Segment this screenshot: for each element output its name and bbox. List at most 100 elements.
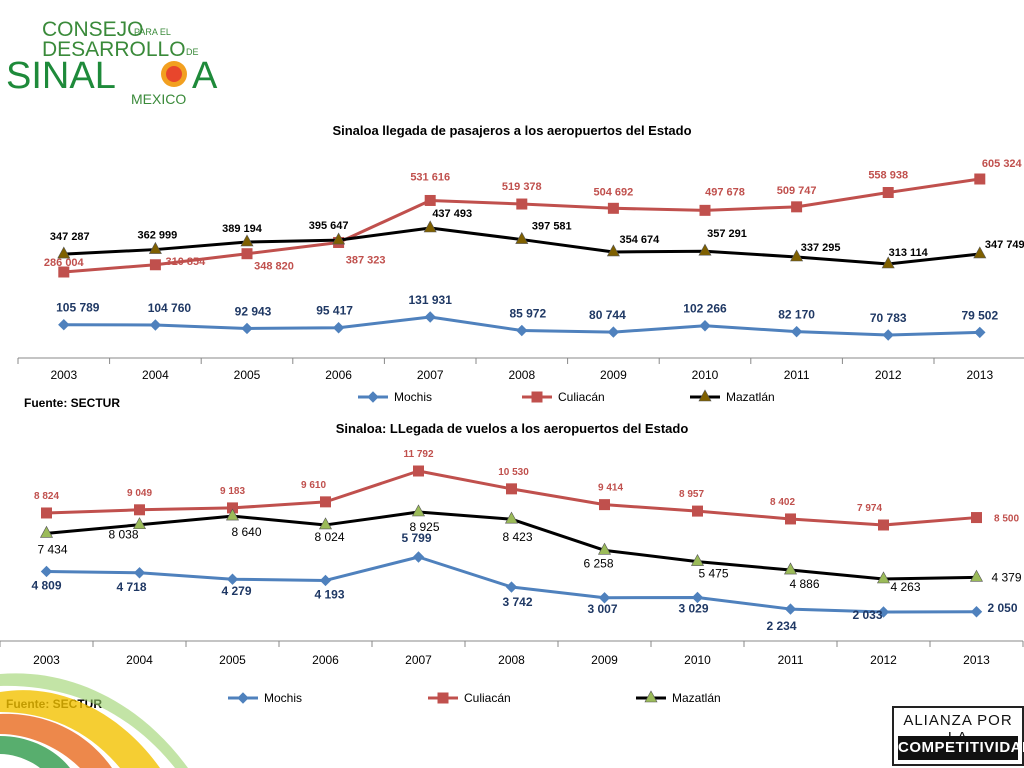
legend-mazatlan-label: Mazatlán [672,691,721,705]
mazatlan-point [318,517,333,530]
mazatlan-data-label: 389 194 [222,223,263,235]
culiacan-data-label: 348 820 [254,261,294,273]
mochis-data-label: 92 943 [235,304,272,318]
mazatlan-point [698,243,712,256]
logo-line3: SINAL [6,55,116,97]
logo-line4: MEXICO [131,91,186,106]
mochis-data-label: 3 007 [587,602,617,616]
culiacan-point [791,201,803,213]
culiacan-data-label: 531 616 [410,171,450,183]
legend-mochis-marker [367,391,379,403]
culiacan-data-label: 9 049 [127,488,152,499]
mazatlan-point [783,562,798,575]
x-tick-label: 2007 [417,368,444,382]
mazatlan-point [423,220,437,233]
x-tick-label: 2004 [126,653,153,667]
culiacan-data-label: 9 183 [220,486,245,497]
mazatlan-point [881,256,895,269]
mochis-point [133,567,146,579]
culiacan-data-label: 519 378 [502,181,542,193]
logo-line2-small: DE [186,47,199,57]
mochis-data-label: 102 266 [683,302,727,316]
mazatlan-data-label: 437 493 [432,208,472,220]
mazatlan-point [148,241,162,254]
mochis-data-label: 2 234 [766,619,796,633]
culiacan-data-label: 310 854 [166,256,207,268]
mazatlan-data-label: 395 647 [309,220,349,232]
legend-culiacan-marker [531,391,543,403]
mazatlan-point [973,246,987,259]
x-tick-label: 2009 [591,653,618,667]
culiacan-point [320,496,331,508]
mochis-point [226,573,239,585]
culiacan-point [882,187,894,199]
mazatlan-point [225,508,240,521]
legend-mazatlan-label: Mazatlán [726,390,775,404]
x-tick-label: 2013 [966,368,993,382]
x-tick-label: 2009 [600,368,627,382]
badge-line2: COMPETITIVIDAD [898,736,1024,760]
mochis-point [882,329,894,341]
culiacan-point [971,512,982,524]
culiacan-point [134,504,145,516]
mazatlan-point [690,553,705,566]
culiacan-data-label: 286 004 [44,257,85,269]
x-tick-label: 2005 [234,368,261,382]
culiacan-data-label: 7 974 [857,503,882,514]
culiacan-point [506,483,517,495]
mochis-data-label: 2 033 [852,608,882,622]
culiacan-data-label: 10 530 [498,467,529,478]
mochis-point [790,325,803,338]
mazatlan-data-label: 6 258 [583,556,613,570]
culiacan-data-label: 8 500 [994,514,1019,525]
mochis-point [607,326,620,338]
mochis-point [241,322,253,335]
legend-mochis-label: Mochis [394,390,432,404]
mazatlan-data-label: 4 379 [991,570,1021,584]
mochis-data-label: 4 718 [116,580,146,594]
mochis-point [58,318,70,331]
mazatlan-point [606,244,620,257]
mochis-data-label: 4 279 [221,584,251,598]
legend-culiacan-label: Culiacán [464,691,511,705]
culiacan-data-label: 605 324 [982,158,1023,170]
mochis-data-label: 104 760 [148,301,192,315]
x-tick-label: 2012 [870,653,897,667]
culiacan-point [149,259,161,271]
mazatlan-data-label: 354 674 [620,234,661,246]
x-tick-label: 2013 [963,653,990,667]
mazatlan-data-label: 362 999 [138,230,178,242]
mazatlan-data-label: 7 434 [37,542,67,556]
culiacan-point [241,248,253,260]
mochis-point [412,551,425,563]
mochis-point [970,606,983,618]
mochis-data-label: 3 742 [502,595,532,609]
x-tick-label: 2012 [875,368,902,382]
mochis-point [40,565,53,578]
mazatlan-point [57,246,71,259]
culiacan-point [599,499,610,511]
culiacan-point [699,204,711,216]
mochis-data-label: 4 809 [31,578,61,592]
mazatlan-point [411,504,426,517]
legend-culiacan-label: Culiacán [558,390,605,404]
culiacan-data-label: 9 610 [301,480,326,491]
mazatlan-data-label: 8 423 [502,530,532,544]
mazatlan-point [597,542,612,555]
mazatlan-point [240,234,254,247]
mazatlan-data-label: 397 581 [532,221,572,233]
mazatlan-data-label: 357 291 [707,228,747,240]
x-tick-label: 2008 [508,368,535,382]
culiacan-point [41,507,52,519]
x-tick-label: 2011 [784,368,810,382]
passenger-arrivals-chart: Sinaloa llegada de pasajeros a los aerop… [17,123,1024,404]
culiacan-point [413,465,424,477]
logo-line3-end: A [192,55,218,97]
x-tick-label: 2008 [498,653,525,667]
culiacan-data-label: 8 957 [679,489,704,500]
flight-arrivals-chart: Sinaloa: LLegada de vuelos a los aeropue… [0,421,1024,705]
culiacan-data-label: 9 414 [598,483,623,494]
culiacan-point [58,266,70,278]
legend-culiacan-marker [437,692,449,704]
culiacan-data-label: 8 402 [770,497,795,508]
